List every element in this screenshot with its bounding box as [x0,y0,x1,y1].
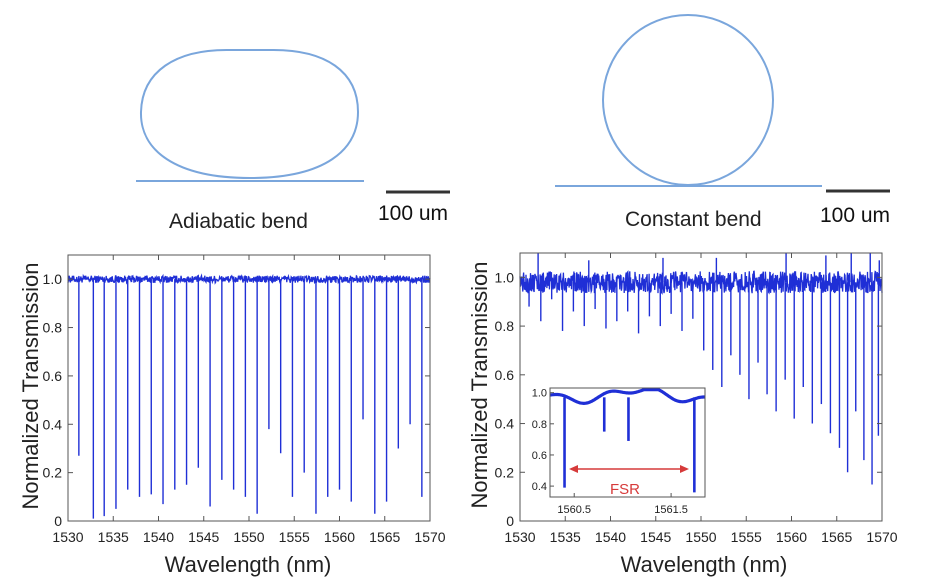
x-tick-label: 1550 [233,529,264,545]
fsr-arrow-head-right [680,465,689,473]
inset-trace [549,388,705,493]
y-tick-label: 0.2 [495,464,515,480]
plot-frame [67,254,431,522]
y-tick-label: 1.0 [495,269,515,285]
adiabatic-caption: Adiabatic bend [169,210,308,233]
inset-chart: 1560.5 1561.5 0.4 0.6 0.8 1.0 FSR [532,387,706,516]
transmission-trace [519,253,883,485]
inset-y-tick-label: 0.4 [532,481,547,493]
constant-ring [602,14,774,186]
fsr-label: FSR [610,481,640,498]
transmission-chart-constant: 1530 1535 1540 1545 1550 1555 1560 1565 1570 0 0.2… [467,252,898,577]
inset-baseline [549,388,705,406]
y-tick-label: 0.4 [495,416,515,432]
adiabatic-ring [139,48,360,180]
inset-x-tick-label: 1560.5 [557,504,591,516]
chart-axes: 1530 1535 1540 1545 1550 1555 1560 1565 1570 0 0.2… [43,254,446,545]
y-tick-label: 0 [506,513,514,529]
x-tick-label: 1560 [776,529,807,545]
noise-baseline [519,270,883,295]
y-tick-label: 0.2 [43,465,63,481]
y-tick-label: 0.6 [495,367,515,383]
y-axis-label: Normalized Transmission [18,263,43,510]
y-tick-label: 1.0 [43,271,63,287]
inset-frame [549,387,706,498]
x-tick-label: 1560 [324,529,355,545]
y-tick-label: 0 [54,513,62,529]
inset-y-tick-label: 1.0 [532,388,547,400]
inset-axes: 1560.5 1561.5 0.4 0.6 0.8 1.0 [532,387,706,516]
inset-x-tick-label: 1561.5 [654,504,688,516]
transmission-chart-adiabatic: 1530 1535 1540 1545 1550 1555 1560 1565 1570 0 0.2… [18,254,446,577]
x-tick-label: 1535 [550,529,581,545]
x-tick-label: 1545 [640,529,671,545]
y-tick-label: 0.6 [43,368,63,384]
x-tick-label: 1550 [685,529,716,545]
y-tick-label: 0.8 [495,318,515,334]
x-tick-label: 1570 [866,529,897,545]
x-tick-label: 1535 [98,529,129,545]
x-tick-label: 1545 [188,529,219,545]
x-tick-label: 1530 [52,529,83,545]
x-axis-label: Wavelength (nm) [165,552,332,577]
transmission-trace [67,273,431,519]
adiabatic-bend-diagram: 100 um Adiabatic bend [136,48,450,233]
noise-baseline [67,273,431,285]
x-tick-label: 1565 [821,529,852,545]
x-axis-label: Wavelength (nm) [621,552,788,577]
x-tick-label: 1530 [504,529,535,545]
y-tick-label: 0.8 [43,320,63,336]
chart-axes: 1530 1535 1540 1545 1550 1555 1560 1565 1570 0 0.2… [495,252,898,545]
x-tick-label: 1555 [731,529,762,545]
y-tick-label: 0.4 [43,416,63,432]
fsr-arrow-head-left [569,465,578,473]
constant-caption: Constant bend [625,208,762,231]
inset-y-tick-label: 0.8 [532,419,547,431]
y-axis-label: Normalized Transmission [467,262,492,509]
inset-y-tick-label: 0.6 [532,450,547,462]
x-tick-label: 1540 [143,529,174,545]
scalebar-label-right: 100 um [820,204,890,227]
constant-bend-diagram: 100 um Constant bend [555,14,890,231]
x-tick-label: 1540 [595,529,626,545]
scalebar-label-left: 100 um [378,202,448,225]
x-tick-label: 1570 [414,529,445,545]
x-tick-label: 1565 [369,529,400,545]
x-tick-label: 1555 [279,529,310,545]
